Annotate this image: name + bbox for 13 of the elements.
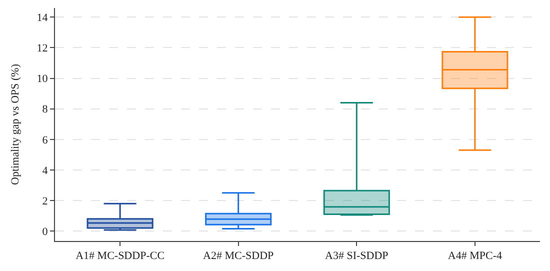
y-tick-label: 12 bbox=[36, 42, 48, 55]
y-tick-label: 14 bbox=[36, 12, 48, 24]
y-tick-label: 6 bbox=[42, 134, 48, 146]
y-tick-label: 2 bbox=[42, 195, 48, 208]
y-tick-label: 8 bbox=[42, 104, 48, 116]
x-tick-label: A1# MC-SDDP-CC bbox=[76, 250, 165, 262]
x-tick-label: A4# MPC-4 bbox=[448, 250, 502, 262]
x-tick-label: A3# SI-SDDP bbox=[325, 250, 388, 262]
x-tick-label: A2# MC-SDDP bbox=[203, 250, 274, 262]
y-tick-label: 4 bbox=[42, 164, 48, 177]
y-tick-label: 0 bbox=[42, 226, 48, 238]
y-tick-label: 10 bbox=[36, 73, 48, 86]
y-axis-title: Optimality gap vs OPS (%) bbox=[9, 64, 22, 185]
